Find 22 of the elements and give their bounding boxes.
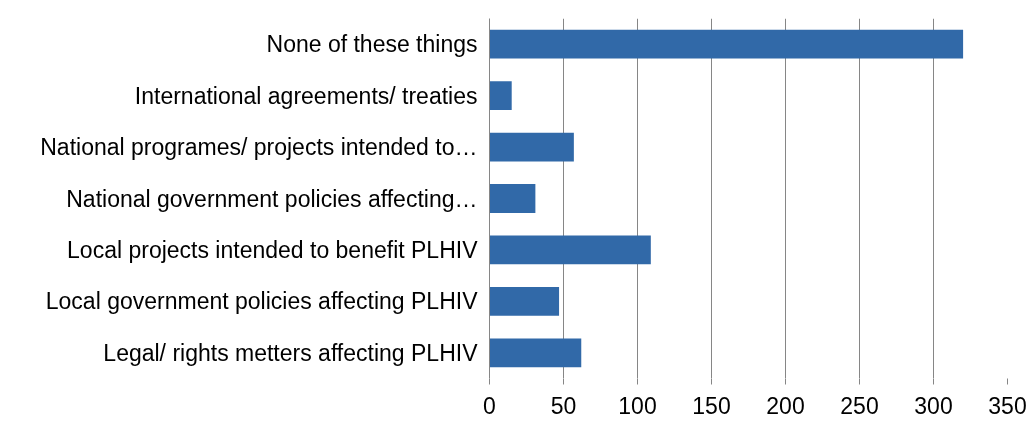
x-tick-label: 250: [840, 392, 879, 419]
bar: [489, 235, 651, 265]
bar: [489, 81, 512, 111]
x-tick-label: 50: [550, 392, 577, 419]
bar: [489, 29, 964, 59]
x-tick-label: 300: [914, 392, 953, 419]
x-tick-label: 200: [766, 392, 805, 419]
x-tick-label: 100: [618, 392, 657, 419]
bar: [489, 132, 574, 162]
y-tick-label: International agreements/ treaties: [134, 82, 478, 109]
y-tick-label: Local government policies affecting PLHIV: [45, 288, 479, 315]
y-tick-label: Legal/ rights metters affecting PLHIV: [103, 339, 479, 366]
y-tick-label: National government policies affecting…: [66, 185, 478, 212]
x-tick-label: 0: [483, 392, 496, 419]
y-tick-label: None of these things: [266, 31, 478, 58]
x-tick-label: 150: [692, 392, 731, 419]
y-tick-label: Local projects intended to benefit PLHIV: [67, 236, 479, 263]
bar: [489, 286, 560, 316]
x-tick-label: 350: [988, 392, 1027, 419]
bar: [489, 184, 536, 213]
y-tick-label: National programes/ projects intended to…: [40, 134, 478, 161]
bar: [489, 338, 582, 368]
